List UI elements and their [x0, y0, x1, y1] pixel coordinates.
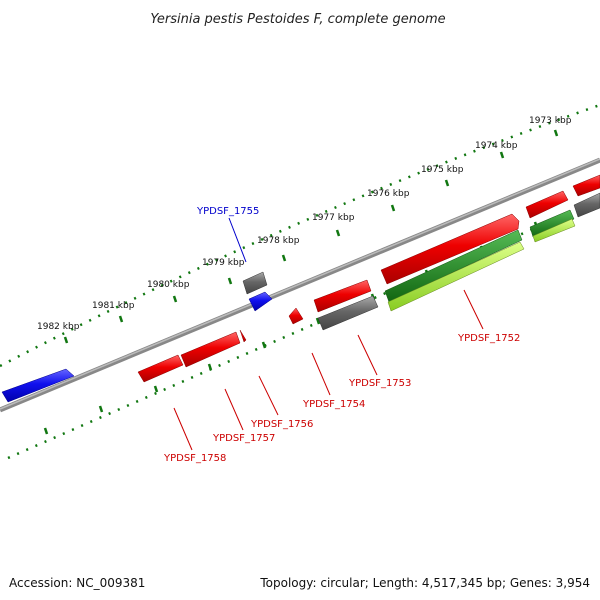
inner-major-ticks: [43, 221, 539, 435]
tick-label-1973: 1973 kbp: [529, 116, 572, 126]
genome-backbone: [0, 157, 600, 413]
gene-ypdsf-1755-blue[interactable]: [248, 291, 273, 312]
map-title: Yersinia pestis Pestoides F, complete ge…: [150, 12, 445, 27]
gene-label-ypdsf-1752[interactable]: YPDSF_1752: [457, 333, 520, 344]
gene-ypdsf-1754[interactable]: [288, 307, 304, 325]
gene-forward-blue-left[interactable]: [1, 368, 75, 403]
gene-ypdsf-1758[interactable]: [137, 354, 184, 383]
gene-label-ypdsf-1757[interactable]: YPDSF_1757: [212, 433, 275, 444]
tick-label-1979: 1979 kbp: [202, 258, 245, 268]
accession-text: Accession: NC_009381: [9, 576, 145, 590]
gene-label-ypdsf-1756[interactable]: YPDSF_1756: [250, 419, 313, 430]
gene-forward-red-1[interactable]: [380, 213, 520, 285]
gene-label-ypdsf-1754[interactable]: YPDSF_1754: [302, 399, 365, 410]
tick-label-1981: 1981 kbp: [92, 301, 135, 311]
tick-label-1978: 1978 kbp: [257, 236, 300, 246]
rrna-dark-band-right[interactable]: [529, 209, 575, 238]
rrna-dark-band[interactable]: [384, 229, 523, 303]
label-leaders: [173, 217, 484, 451]
tick-label-1982: 1982 kbp: [37, 322, 80, 332]
tick-label-1976: 1976 kbp: [367, 189, 410, 199]
tick-label-1980: 1980 kbp: [147, 280, 190, 290]
tick-label-1974: 1974 kbp: [475, 141, 518, 151]
gene-ypdsf-1755-gray[interactable]: [242, 271, 268, 295]
rrna-light-band[interactable]: [387, 241, 525, 312]
gene-label-ypdsf-1755[interactable]: YPDSF_1755: [196, 206, 259, 217]
outer-major-ticks: [63, 129, 559, 344]
tick-label-1975: 1975 kbp: [421, 165, 464, 175]
gene-ypdsf-1756[interactable]: [239, 329, 247, 343]
gene-forward-red-2[interactable]: [525, 190, 569, 219]
gene-ypdsf-1753-red[interactable]: [313, 279, 372, 313]
gene-ypdsf-1757[interactable]: [180, 331, 241, 368]
genome-backbone-highlight: [0, 158, 600, 410]
gene-ypdsf-1753-gray[interactable]: [317, 295, 379, 331]
gene-label-ypdsf-1753[interactable]: YPDSF_1753: [348, 378, 411, 389]
tick-label-1977: 1977 kbp: [312, 213, 355, 223]
inner-tick-track: [7, 198, 600, 460]
gene-reverse-gray-right[interactable]: [573, 192, 600, 218]
genome-summary-text: Topology: circular; Length: 4,517,345 bp…: [259, 576, 590, 590]
gene-forward-red-3[interactable]: [572, 174, 600, 197]
rrna-light-band-right[interactable]: [532, 218, 576, 243]
gene-label-ypdsf-1758[interactable]: YPDSF_1758: [163, 453, 226, 464]
